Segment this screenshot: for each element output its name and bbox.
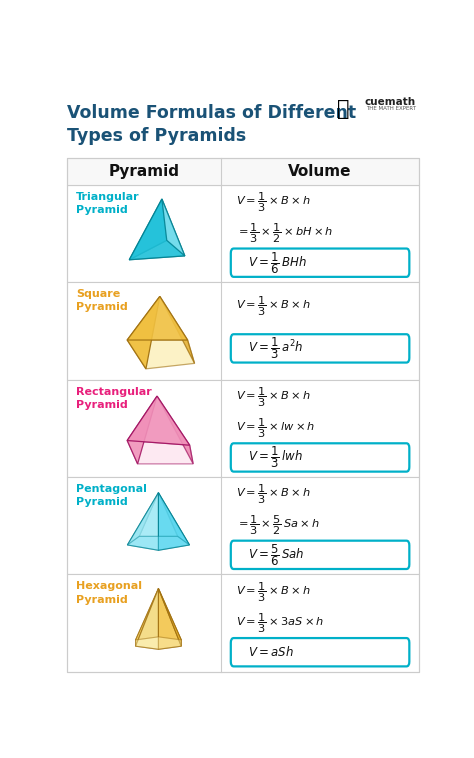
Polygon shape bbox=[158, 588, 181, 640]
Text: Hexagonal
Pyramid: Hexagonal Pyramid bbox=[76, 581, 142, 605]
Bar bbox=[66, 282, 419, 380]
Text: $= \dfrac{1}{3} \times \dfrac{5}{2}\, Sa \times h$: $= \dfrac{1}{3} \times \dfrac{5}{2}\, Sa… bbox=[236, 514, 319, 537]
Text: $V = \dfrac{1}{6}\, BHh$: $V = \dfrac{1}{6}\, BHh$ bbox=[248, 250, 307, 276]
Bar bbox=[66, 575, 419, 672]
Text: $V = \dfrac{1}{3} \times 3aS \times h$: $V = \dfrac{1}{3} \times 3aS \times h$ bbox=[236, 611, 324, 634]
Polygon shape bbox=[129, 199, 167, 260]
Text: $V = \dfrac{1}{3} \times B \times h$: $V = \dfrac{1}{3} \times B \times h$ bbox=[236, 385, 310, 409]
Text: Volume Formulas of Different
Types of Pyramids: Volume Formulas of Different Types of Py… bbox=[66, 104, 356, 145]
Text: $V = \dfrac{5}{6}\, Sah$: $V = \dfrac{5}{6}\, Sah$ bbox=[248, 542, 305, 568]
Text: $V = aSh$: $V = aSh$ bbox=[248, 645, 294, 659]
Bar bbox=[66, 380, 419, 477]
Polygon shape bbox=[139, 493, 178, 537]
Bar bbox=[66, 185, 419, 282]
Polygon shape bbox=[127, 440, 193, 464]
Polygon shape bbox=[136, 588, 158, 650]
Polygon shape bbox=[127, 296, 188, 340]
Polygon shape bbox=[128, 493, 158, 550]
Text: $V = \dfrac{1}{3}\, a^{2}h$: $V = \dfrac{1}{3}\, a^{2}h$ bbox=[248, 336, 304, 362]
Polygon shape bbox=[127, 396, 190, 445]
Polygon shape bbox=[158, 588, 181, 650]
Polygon shape bbox=[158, 493, 190, 550]
Text: THE MATH EXPERT: THE MATH EXPERT bbox=[365, 106, 416, 111]
Polygon shape bbox=[127, 396, 157, 464]
Text: cuemath: cuemath bbox=[365, 97, 416, 107]
FancyBboxPatch shape bbox=[231, 443, 410, 471]
Polygon shape bbox=[128, 493, 158, 545]
FancyBboxPatch shape bbox=[231, 249, 410, 277]
Text: Triangular
Pyramid: Triangular Pyramid bbox=[76, 192, 139, 215]
Polygon shape bbox=[158, 588, 181, 646]
Bar bbox=[66, 158, 419, 185]
Polygon shape bbox=[128, 537, 190, 550]
Text: 🚀: 🚀 bbox=[337, 99, 349, 118]
Text: Rectangular
Pyramid: Rectangular Pyramid bbox=[76, 387, 152, 410]
Polygon shape bbox=[158, 493, 190, 545]
Polygon shape bbox=[136, 588, 158, 640]
Polygon shape bbox=[127, 296, 160, 369]
Text: $V = \dfrac{1}{3} \times B \times h$: $V = \dfrac{1}{3} \times B \times h$ bbox=[236, 580, 310, 603]
Text: $= \dfrac{1}{3} \times \dfrac{1}{2} \times bH \times h$: $= \dfrac{1}{3} \times \dfrac{1}{2} \tim… bbox=[236, 221, 333, 246]
Bar bbox=[66, 158, 419, 672]
Text: $V = \dfrac{1}{3}\, lwh$: $V = \dfrac{1}{3}\, lwh$ bbox=[248, 445, 303, 470]
FancyBboxPatch shape bbox=[231, 334, 410, 362]
Polygon shape bbox=[129, 199, 185, 260]
Polygon shape bbox=[127, 340, 194, 369]
Polygon shape bbox=[136, 637, 181, 650]
FancyBboxPatch shape bbox=[231, 540, 410, 569]
Text: $V = \dfrac{1}{3} \times B \times h$: $V = \dfrac{1}{3} \times B \times h$ bbox=[236, 190, 310, 214]
Text: Volume: Volume bbox=[288, 164, 352, 179]
Text: Pyramid: Pyramid bbox=[108, 164, 179, 179]
Bar bbox=[66, 477, 419, 575]
Text: $V = \dfrac{1}{3} \times B \times h$: $V = \dfrac{1}{3} \times B \times h$ bbox=[236, 295, 310, 318]
FancyBboxPatch shape bbox=[231, 638, 410, 666]
Text: Square
Pyramid: Square Pyramid bbox=[76, 289, 128, 312]
Text: $V = \dfrac{1}{3} \times B \times h$: $V = \dfrac{1}{3} \times B \times h$ bbox=[236, 483, 310, 506]
Polygon shape bbox=[129, 240, 185, 260]
Text: $V = \dfrac{1}{3} \times lw \times h$: $V = \dfrac{1}{3} \times lw \times h$ bbox=[236, 416, 315, 440]
Text: Pentagonal
Pyramid: Pentagonal Pyramid bbox=[76, 484, 146, 507]
Polygon shape bbox=[160, 296, 194, 363]
Polygon shape bbox=[157, 396, 193, 464]
Polygon shape bbox=[162, 199, 185, 256]
Polygon shape bbox=[136, 588, 158, 646]
